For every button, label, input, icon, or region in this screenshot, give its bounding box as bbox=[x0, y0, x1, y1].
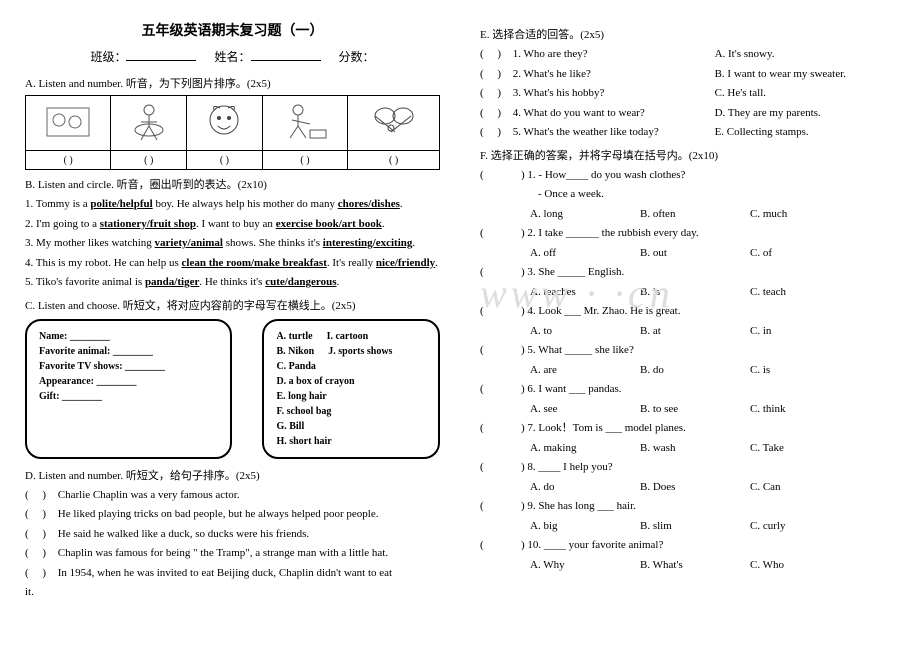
d-item-3: ( ) He said he walked like a duck, so du… bbox=[25, 526, 440, 543]
b-item-1: 1. Tommy is a polite/helpful boy. He alw… bbox=[25, 196, 440, 213]
f-q1b: - Once a week. bbox=[538, 186, 895, 203]
b-item-4: 4. This is my robot. He can help us clea… bbox=[25, 255, 440, 272]
name-label: 姓名： bbox=[214, 50, 250, 64]
b-item-5: 5. Tiko's favorite animal is panda/tiger… bbox=[25, 274, 440, 291]
c-left-4: Appearance: ________ bbox=[39, 374, 218, 389]
c-opt-j: J. sports shows bbox=[328, 344, 392, 359]
f-q10-opts: A. WhyB. What'sC. Who bbox=[530, 557, 895, 574]
img-cell-2 bbox=[111, 96, 187, 151]
c-opt-a: A. turtle bbox=[276, 329, 312, 344]
score-label: 分数： bbox=[339, 50, 375, 64]
f-q5: ( ) 5. What _____ she like? bbox=[480, 342, 895, 359]
b-item-3: 3. My mother likes watching variety/anim… bbox=[25, 235, 440, 252]
e-row-4: ( ) 4. What do you want to wear?D. They … bbox=[480, 105, 895, 122]
right-column: E. 选择合适的回答。(2x5) ( ) 1. Who are they?A. … bbox=[480, 20, 895, 604]
f-q4: ( ) 4. Look ___ Mr. Zhao. He is great. bbox=[480, 303, 895, 320]
header-line: 班级： 姓名： 分数： bbox=[25, 48, 440, 65]
img-bracket-1: ( ) bbox=[26, 151, 111, 170]
c-opt-d: D. a box of crayon bbox=[276, 374, 426, 389]
c-left-1: Name: ________ bbox=[39, 329, 218, 344]
f-q3-opts: A. teachesB. isC. teach bbox=[530, 284, 895, 301]
d-item-2: ( ) He liked playing tricks on bad peopl… bbox=[25, 506, 440, 523]
f-q10: ( ) 10. ____ your favorite animal? bbox=[480, 537, 895, 554]
c-opt-h: H. short hair bbox=[276, 434, 426, 449]
name-blank bbox=[251, 48, 321, 61]
section-d-head: D. Listen and number. 听短文，给句子排序。(2x5) bbox=[25, 467, 440, 483]
e-row-1: ( ) 1. Who are they?A. It's snowy. bbox=[480, 46, 895, 63]
f-q8: ( ) 8. ____ I help you? bbox=[480, 459, 895, 476]
c-left-5: Gift: ________ bbox=[39, 389, 218, 404]
img-cell-3 bbox=[187, 96, 263, 151]
e-row-2: ( ) 2. What's he like?B. I want to wear … bbox=[480, 66, 895, 83]
d-item-5: ( ) In 1954, when he was invited to eat … bbox=[25, 565, 440, 582]
c-opt-g: G. Bill bbox=[276, 419, 426, 434]
c-left-3: Favorite TV shows: ________ bbox=[39, 359, 218, 374]
f-q7-opts: A. makingB. washC. Take bbox=[530, 440, 895, 457]
d-item-1: ( ) Charlie Chaplin was a very famous ac… bbox=[25, 487, 440, 504]
f-q2-opts: A. offB. outC. of bbox=[530, 245, 895, 262]
f-q1-opts: A. longB. oftenC. much bbox=[530, 206, 895, 223]
e-row-5: ( ) 5. What's the weather like today?E. … bbox=[480, 124, 895, 141]
img-bracket-4: ( ) bbox=[262, 151, 347, 170]
section-e-head: E. 选择合适的回答。(2x5) bbox=[480, 26, 895, 42]
b-item-2: 2. I'm going to a stationery/fruit shop.… bbox=[25, 216, 440, 233]
f-q2: ( ) 2. I take ______ the rubbish every d… bbox=[480, 225, 895, 242]
f-q9: ( ) 9. She has long ___ hair. bbox=[480, 498, 895, 515]
img-cell-1 bbox=[26, 96, 111, 151]
section-f-head: F. 选择正确的答案，并将字母填在括号内。(2x10) bbox=[480, 147, 895, 163]
f-q3: ( ) 3. She _____ English. bbox=[480, 264, 895, 281]
c-opt-f: F. school bag bbox=[276, 404, 426, 419]
img-cell-4 bbox=[262, 96, 347, 151]
f-q5-opts: A. areB. doC. is bbox=[530, 362, 895, 379]
e-row-3: ( ) 3. What's his hobby?C. He's tall. bbox=[480, 85, 895, 102]
img-bracket-5: ( ) bbox=[348, 151, 440, 170]
c-opt-e: E. long hair bbox=[276, 389, 426, 404]
img-cell-5 bbox=[348, 96, 440, 151]
d-item-4: ( ) Chaplin was famous for being " the T… bbox=[25, 545, 440, 562]
section-a-head: A. Listen and number. 听音，为下列图片排序。(2x5) bbox=[25, 75, 440, 91]
class-blank bbox=[126, 48, 196, 61]
c-boxes: Name: ________ Favorite animal: ________… bbox=[25, 319, 440, 459]
f-q4-opts: A. toB. atC. in bbox=[530, 323, 895, 340]
image-order-table: ( ) ( ) ( ) ( ) ( ) bbox=[25, 95, 440, 170]
section-c-head: C. Listen and choose. 听短文，将对应内容前的字母写在横线上… bbox=[25, 297, 440, 313]
c-opt-b: B. Nikon bbox=[276, 344, 314, 359]
c-left-box: Name: ________ Favorite animal: ________… bbox=[25, 319, 232, 459]
section-b-head: B. Listen and circle. 听音，圈出听到的表达。(2x10) bbox=[25, 176, 440, 192]
img-bracket-3: ( ) bbox=[187, 151, 263, 170]
c-right-box: A. turtle I. cartoon B. Nikon J. sports sh… bbox=[262, 319, 440, 459]
c-opt-c: C. Panda bbox=[276, 359, 426, 374]
f-q8-opts: A. doB. DoesC. Can bbox=[530, 479, 895, 496]
d-tail: it. bbox=[25, 584, 440, 601]
class-label: 班级： bbox=[90, 50, 126, 64]
f-q9-opts: A. bigB. slimC. curly bbox=[530, 518, 895, 535]
left-column: 五年级英语期末复习题（一） 班级： 姓名： 分数： A. Listen and … bbox=[25, 20, 440, 604]
c-opt-i: I. cartoon bbox=[327, 329, 369, 344]
c-left-2: Favorite animal: ________ bbox=[39, 344, 218, 359]
f-q1a: ( ) 1. - How____ do you wash clothes? bbox=[480, 167, 895, 184]
img-bracket-2: ( ) bbox=[111, 151, 187, 170]
f-q7: ( ) 7. Look！Tom is ___ model planes. bbox=[480, 420, 895, 437]
page: 五年级英语期末复习题（一） 班级： 姓名： 分数： A. Listen and … bbox=[25, 20, 895, 604]
f-q6-opts: A. seeB. to seeC. think bbox=[530, 401, 895, 418]
worksheet-title: 五年级英语期末复习题（一） bbox=[25, 20, 440, 40]
f-q6: ( ) 6. I want ___ pandas. bbox=[480, 381, 895, 398]
